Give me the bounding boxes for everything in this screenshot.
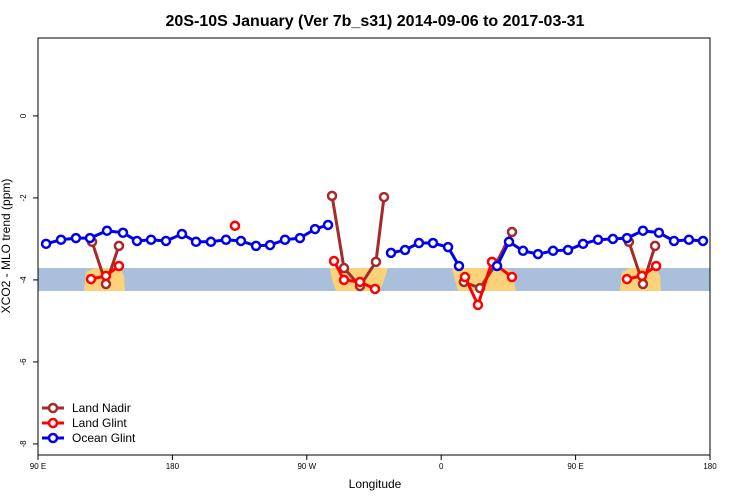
point: [40, 238, 52, 250]
point: [145, 234, 157, 245]
point: [491, 260, 503, 272]
point: [160, 235, 172, 247]
x-tick-label: 90 E: [567, 462, 583, 471]
y-tick-label: -2: [19, 194, 28, 202]
point: [650, 260, 662, 272]
x-tick-label: 90 E: [30, 462, 46, 471]
point: [117, 227, 129, 239]
point: [442, 241, 454, 253]
point: [621, 273, 633, 285]
point: [453, 260, 465, 272]
point: [607, 233, 619, 245]
x-tick-label: 90 W: [297, 462, 316, 471]
point: [637, 278, 649, 290]
point: [532, 248, 544, 260]
point: [697, 235, 709, 247]
point: [592, 234, 604, 245]
point: [338, 262, 350, 274]
point: [370, 256, 382, 268]
x-tick-label: 180: [166, 462, 180, 471]
legend-label: Ocean Glint: [72, 431, 136, 445]
point: [517, 245, 529, 257]
y-tick-label: -4: [19, 276, 28, 284]
x-tick-label: 0: [439, 462, 444, 471]
point: [250, 240, 262, 252]
point: [84, 232, 96, 244]
point: [294, 232, 306, 244]
point: [506, 271, 518, 283]
legend-marker: [47, 432, 59, 444]
point: [637, 225, 649, 236]
legend-label: Land Glint: [72, 416, 127, 430]
point: [562, 244, 574, 256]
point: [621, 232, 633, 244]
point: [636, 270, 648, 282]
point: [399, 244, 411, 256]
point: [190, 236, 202, 248]
point: [205, 236, 217, 248]
point: [309, 223, 321, 235]
point: [547, 245, 559, 257]
point: [176, 228, 188, 240]
point: [328, 255, 340, 267]
point: [472, 299, 484, 311]
point: [427, 237, 439, 249]
point: [235, 235, 247, 247]
y-tick-label: 0: [19, 113, 28, 118]
point: [369, 283, 381, 295]
legend-label: Land Nadir: [72, 401, 131, 415]
point: [131, 235, 143, 247]
y-tick-label: -8: [19, 440, 28, 448]
point: [326, 190, 338, 202]
point: [683, 234, 695, 245]
point: [459, 271, 471, 283]
point: [101, 225, 113, 236]
x-axis-label: Longitude: [349, 477, 402, 491]
point: [100, 278, 112, 290]
point: [55, 234, 67, 245]
point: [279, 234, 291, 245]
point: [649, 240, 661, 252]
legend-marker: [47, 417, 59, 429]
point: [322, 219, 334, 231]
point: [220, 234, 232, 245]
point: [100, 270, 112, 282]
point: [85, 273, 97, 285]
point: [338, 274, 350, 286]
plot-frame: [37, 37, 711, 456]
point: [506, 226, 518, 238]
y-axis-label: XCO2 - MLO trend (ppm): [0, 179, 13, 314]
point: [378, 191, 390, 203]
point: [413, 237, 425, 249]
point: [113, 240, 125, 252]
point: [113, 260, 125, 272]
point: [653, 227, 665, 239]
point: [668, 235, 680, 247]
point: [70, 232, 82, 244]
x-tick-label: 180: [703, 462, 717, 471]
chart-title: 20S-10S January (Ver 7b_s31) 2014-09-06 …: [166, 13, 585, 30]
point: [264, 239, 276, 251]
legend-marker: [47, 402, 59, 414]
point: [385, 247, 397, 259]
point: [503, 236, 515, 248]
y-tick-label: -6: [19, 358, 28, 366]
point: [577, 238, 589, 250]
point: [354, 276, 366, 288]
point: [229, 220, 241, 232]
